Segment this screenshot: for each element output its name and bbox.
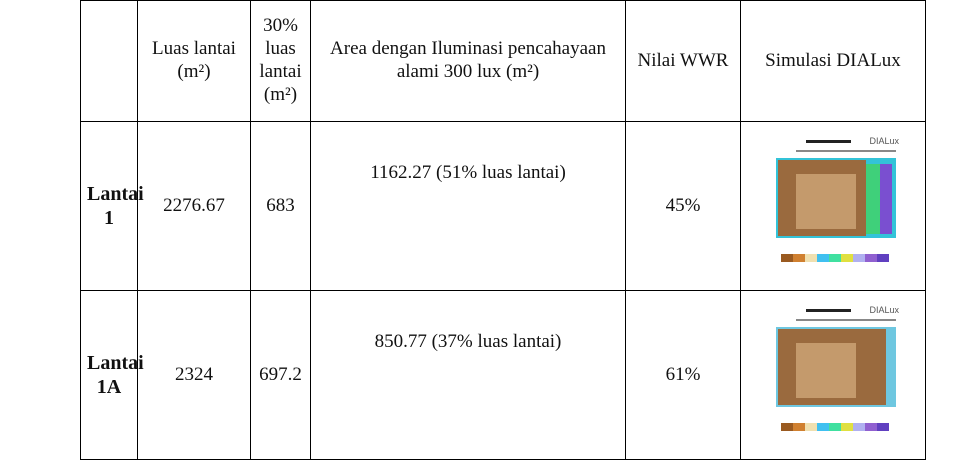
header-cell: Luas lantai (m²) [137, 0, 251, 122]
cell: 61% [625, 290, 741, 460]
cell: 697.2 [250, 290, 311, 460]
legend-swatch [864, 422, 877, 431]
floor-core [795, 342, 856, 398]
logo: DIALux [869, 305, 899, 315]
caption-line [795, 318, 896, 321]
row: Lantai 1A 2324 697.2 850.77 (37% luas la… [80, 290, 926, 460]
legend-swatch [780, 253, 793, 262]
legend-swatch [804, 422, 817, 431]
legend-swatch [852, 422, 865, 431]
cell: 2276.67 [137, 121, 251, 291]
image-cell: DIALux [740, 121, 926, 291]
logo-bar [805, 308, 851, 312]
data-table: Luas lantai (m²) 30% luas lantai (m²) Ar… [80, 0, 926, 460]
legend-swatch [816, 422, 829, 431]
image-cell: DIALux [740, 290, 926, 460]
row-label: Lantai 1A [80, 290, 144, 460]
floor-core [795, 173, 856, 229]
legend-swatch [780, 422, 793, 431]
caption-line [795, 149, 896, 152]
cell: 2324 [137, 290, 251, 460]
cell: 45% [625, 121, 741, 291]
header-row: Luas lantai (m²) 30% luas lantai (m²) Ar… [80, 0, 926, 122]
cell: 683 [250, 121, 311, 291]
header-cell: 30% luas lantai (m²) [250, 0, 311, 122]
legend-swatch [840, 253, 853, 262]
legend-swatch [864, 253, 877, 262]
logo-bar [805, 139, 851, 143]
row: Lantai 1 2276.67 683 1162.27 (51% luas l… [80, 121, 926, 291]
simulation-image: DIALux [775, 305, 899, 431]
legend-swatch [876, 253, 889, 262]
legend-swatch [852, 253, 865, 262]
legend-swatch [792, 253, 805, 262]
zone [879, 163, 892, 234]
header-cell: Area dengan Iluminasi pencahayaan alami … [310, 0, 626, 122]
header-cell: Nilai WWR [625, 0, 741, 122]
legend-swatch [804, 253, 817, 262]
legend-swatch [828, 253, 841, 262]
logo: DIALux [869, 136, 899, 146]
simulation-image: DIALux [775, 136, 899, 262]
cell: 850.77 (37% luas lantai) [310, 290, 626, 460]
legend-swatch [792, 422, 805, 431]
zone [865, 163, 880, 234]
header-cell: Simulasi DIALux [740, 0, 926, 122]
header-cell [80, 0, 138, 122]
legend-swatch [816, 253, 829, 262]
row-label: Lantai 1 [80, 121, 144, 291]
legend-swatch [828, 422, 841, 431]
legend-swatch [876, 422, 889, 431]
cell: 1162.27 (51% luas lantai) [310, 121, 626, 291]
legend-swatch [840, 422, 853, 431]
